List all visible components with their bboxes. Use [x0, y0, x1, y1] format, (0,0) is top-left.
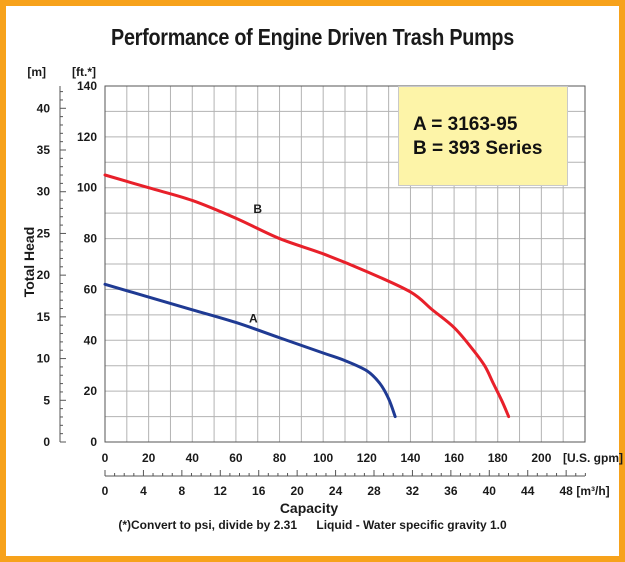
x-tick-label-gpm: 200 — [531, 451, 551, 465]
series-line-a — [103, 282, 397, 419]
legend-entry-a: A = 3163-95 — [413, 114, 518, 135]
x-tick-label-gpm: 180 — [488, 451, 508, 465]
x-tick-label-m3h: 24 — [329, 484, 343, 498]
y-tick-label-m: 0 — [43, 435, 50, 449]
y-tick-label-m: 10 — [37, 352, 51, 366]
x-tick-label-m3h: 40 — [483, 484, 497, 498]
footnote-psi: (*)Convert to psi, divide by 2.31 — [118, 518, 298, 532]
y-tick-label-m: 20 — [37, 268, 51, 282]
y-tick-label-m: 40 — [37, 101, 51, 115]
x-tick-label-gpm: 120 — [357, 451, 377, 465]
x-tick-label-gpm: 60 — [229, 451, 243, 465]
x-tick-label-m3h: 32 — [406, 484, 420, 498]
x-unit-m3h: [m³/h] — [576, 484, 609, 498]
x-unit-gpm: [U.S. gpm] — [563, 451, 623, 465]
y-tick-label-m: 25 — [37, 226, 51, 240]
y-tick-label-ft: 40 — [84, 333, 98, 347]
y-tick-label-ft: 120 — [77, 130, 97, 144]
y-tick-label-m: 30 — [37, 185, 51, 199]
x-tick-label-gpm: 0 — [102, 451, 109, 465]
x-tick-label-gpm: 160 — [444, 451, 464, 465]
x-tick-label-m3h: 28 — [367, 484, 381, 498]
y-tick-label-m: 35 — [37, 143, 51, 157]
x-tick-label-m3h: 48 — [559, 484, 573, 498]
x-tick-label-m3h: 12 — [214, 484, 228, 498]
series-line-b — [103, 173, 511, 419]
plot-border — [104, 85, 586, 443]
y-tick-label-ft: 100 — [77, 181, 97, 195]
chart-title: Performance of Engine Driven Trash Pumps — [111, 24, 514, 50]
y-unit-ft: [ft.*] — [72, 65, 96, 79]
curve-label-b: B — [253, 202, 262, 216]
footnote: (*)Convert to psi, divide by 2.31 Liquid… — [0, 518, 625, 532]
x-tick-label-gpm: 20 — [142, 451, 156, 465]
x-tick-label-gpm: 140 — [400, 451, 420, 465]
y-tick-label-ft: 80 — [84, 232, 98, 246]
y-axis-label: Total Head — [21, 227, 37, 298]
x-tick-label-gpm: 100 — [313, 451, 333, 465]
y-tick-label-ft: 60 — [84, 282, 98, 296]
x-tick-label-m3h: 4 — [140, 484, 147, 498]
footnote-liquid: Liquid - Water specific gravity 1.0 — [316, 518, 507, 532]
curve-label-a: A — [249, 311, 258, 325]
x-tick-label-m3h: 20 — [290, 484, 304, 498]
x-axis-label: Capacity — [280, 500, 339, 516]
x-tick-label-m3h: 44 — [521, 484, 535, 498]
legend-box: A = 3163-95 B = 393 Series — [398, 86, 568, 186]
x-tick-label-m3h: 36 — [444, 484, 458, 498]
y-tick-label-ft: 20 — [84, 384, 98, 398]
y-unit-m: [m] — [27, 65, 46, 79]
x-tick-label-gpm: 40 — [186, 451, 200, 465]
y-tick-label-m: 15 — [37, 310, 51, 324]
x-tick-label-m3h: 16 — [252, 484, 266, 498]
x-tick-label-m3h: 8 — [179, 484, 186, 498]
y-tick-label-ft: 140 — [77, 79, 97, 93]
x-tick-label-m3h: 0 — [102, 484, 109, 498]
legend-entry-b: B = 393 Series — [413, 138, 543, 159]
y-tick-label-ft: 0 — [90, 435, 97, 449]
x-tick-label-gpm: 80 — [273, 451, 287, 465]
y-tick-label-m: 5 — [43, 393, 50, 407]
